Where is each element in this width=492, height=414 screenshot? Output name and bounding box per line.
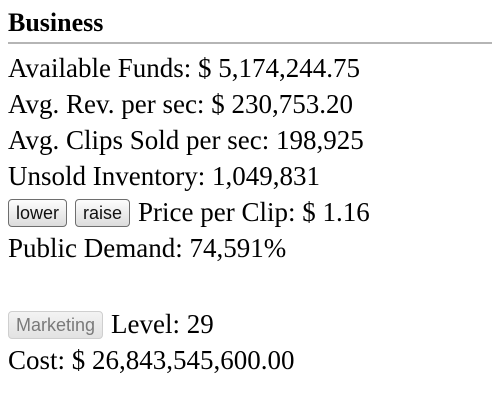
business-panel: Business Available Funds: $ 5,174,244.75…: [8, 6, 492, 378]
marketing-cost-value: $ 26,843,545,600.00: [71, 345, 295, 375]
lower-price-button[interactable]: lower: [8, 198, 68, 227]
marketing-cost-row: Cost: $ 26,843,545,600.00: [8, 342, 492, 378]
marketing-cost-label: Cost:: [8, 345, 66, 375]
avg-clips-sold-row: Avg. Clips Sold per sec: 198,925: [8, 122, 492, 158]
price-per-clip-value: $ 1.16: [302, 197, 370, 227]
avg-clips-sold-value: 198,925: [275, 125, 364, 155]
available-funds-row: Available Funds: $ 5,174,244.75: [8, 50, 492, 86]
unsold-inventory-row: Unsold Inventory: 1,049,831: [8, 158, 492, 194]
public-demand-row: Public Demand: 74,591%: [8, 230, 492, 266]
avg-revenue-row: Avg. Rev. per sec: $ 230,753.20: [8, 86, 492, 122]
avg-revenue-value: $ 230,753.20: [211, 89, 353, 119]
price-row: lower raise Price per Clip: $ 1.16: [8, 194, 492, 230]
section-spacer: [8, 266, 492, 306]
raise-price-button[interactable]: raise: [75, 198, 131, 227]
avg-clips-sold-label: Avg. Clips Sold per sec:: [8, 125, 270, 155]
available-funds-value: $ 5,174,244.75: [197, 53, 360, 83]
business-header: Business: [8, 6, 492, 44]
price-per-clip-label: Price per Clip:: [138, 197, 296, 227]
unsold-inventory-value: 1,049,831: [211, 161, 320, 191]
unsold-inventory-label: Unsold Inventory:: [8, 161, 206, 191]
marketing-button[interactable]: Marketing: [8, 310, 104, 339]
public-demand-value: 74,591%: [189, 233, 287, 263]
marketing-level-value: 29: [186, 309, 214, 339]
available-funds-label: Available Funds:: [8, 53, 192, 83]
marketing-level-label: Level:: [111, 309, 180, 339]
public-demand-label: Public Demand:: [8, 233, 183, 263]
marketing-row: Marketing Level: 29: [8, 306, 492, 342]
avg-revenue-label: Avg. Rev. per sec:: [8, 89, 205, 119]
